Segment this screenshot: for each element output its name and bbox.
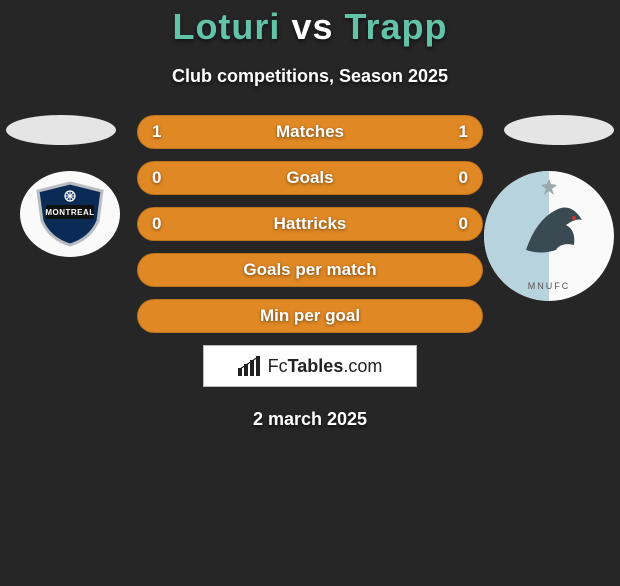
team-left-crest: MONTREAL (20, 171, 120, 257)
stat-row-min-per-goal: Min per goal (137, 299, 483, 333)
stat-value-right: 0 (459, 168, 468, 188)
stat-row-goals-per-match: Goals per match (137, 253, 483, 287)
stat-label: Min per goal (260, 306, 360, 326)
team-right-ellipse (504, 115, 614, 145)
stat-value-right: 1 (459, 122, 468, 142)
team-left-ellipse (6, 115, 116, 145)
comparison-area: MONTREAL MNUFC 1 Matches 1 0 Goals 0 0 H… (0, 115, 620, 430)
brand-text: FcTables.com (268, 356, 383, 377)
title-player1: Loturi (172, 6, 280, 47)
brand-prefix: Fc (268, 356, 288, 376)
stat-rows: 1 Matches 1 0 Goals 0 0 Hattricks 0 Goal… (137, 115, 483, 333)
brand-box: FcTables.com (203, 345, 417, 387)
date-text: 2 march 2025 (0, 409, 620, 430)
brand-bold: Tables (288, 356, 344, 376)
stat-row-matches: 1 Matches 1 (137, 115, 483, 149)
montreal-shield-icon: MONTREAL (32, 181, 108, 247)
subtitle: Club competitions, Season 2025 (0, 66, 620, 87)
stat-label: Goals per match (243, 260, 376, 280)
stat-label: Hattricks (274, 214, 347, 234)
star-icon (541, 179, 557, 195)
title-vs: vs (291, 6, 333, 47)
loon-bird-icon (516, 190, 596, 270)
stat-value-left: 1 (152, 122, 161, 142)
shield-text: MONTREAL (45, 208, 94, 217)
bars-icon (238, 356, 262, 376)
stat-row-goals: 0 Goals 0 (137, 161, 483, 195)
stat-label: Goals (286, 168, 333, 188)
stat-value-left: 0 (152, 168, 161, 188)
title-player2: Trapp (345, 6, 448, 47)
brand-suffix: .com (343, 356, 382, 376)
team-right-crest: MNUFC (484, 171, 614, 301)
stat-label: Matches (276, 122, 344, 142)
stat-value-left: 0 (152, 214, 161, 234)
stat-value-right: 0 (459, 214, 468, 234)
crest-right-text: MNUFC (528, 281, 571, 291)
stat-row-hattricks: 0 Hattricks 0 (137, 207, 483, 241)
page-title: Loturi vs Trapp (0, 6, 620, 48)
